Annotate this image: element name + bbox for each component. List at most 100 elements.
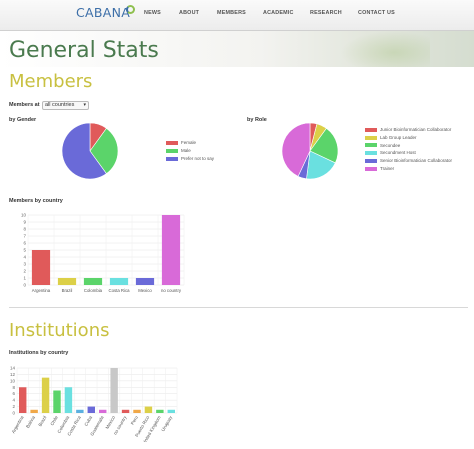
- x-tick-label: Argentina: [32, 288, 51, 293]
- gender-pie-chart: [61, 122, 119, 180]
- role-legend-item[interactable]: Secondee: [365, 143, 400, 148]
- institutions-country-bar[interactable]: [53, 390, 61, 414]
- x-tick-label: Brazil: [37, 415, 47, 427]
- institutions-country-bar[interactable]: [41, 377, 50, 413]
- role-legend-item[interactable]: Lab Group Leader: [365, 135, 417, 140]
- gender-chart-label: by Gender: [9, 117, 37, 123]
- section-divider: [9, 307, 468, 308]
- role-pie-chart: [281, 122, 339, 180]
- y-tick-label: 10: [21, 213, 27, 218]
- legend-label: Secondee: [380, 142, 401, 148]
- role-legend-item[interactable]: Senior Bioinformatician Collaborator: [365, 158, 452, 163]
- institutions-country-chart-label: Institutions by country: [9, 350, 69, 356]
- nav-research[interactable]: RESEARCH: [310, 10, 342, 16]
- legend-label: Junior Bioinformatician Collaborator: [380, 127, 452, 132]
- legend-swatch: [166, 140, 178, 145]
- institutions-country-bar[interactable]: [30, 409, 38, 413]
- nav-contact-us[interactable]: CONTACT US: [358, 10, 395, 16]
- nav-academic[interactable]: ACADEMIC: [263, 10, 294, 16]
- y-tick-label: 4: [23, 255, 26, 260]
- x-tick-label: Mexico: [138, 288, 152, 293]
- role-slice[interactable]: [281, 122, 311, 177]
- legend-label: Male: [181, 148, 191, 153]
- country-filter-value: all countries: [45, 102, 75, 108]
- legend-label: Trainer: [380, 166, 395, 171]
- y-tick-label: 2: [12, 404, 15, 409]
- y-tick-label: 8: [23, 227, 26, 232]
- legend-label: Lab Group Leader: [380, 134, 417, 140]
- gender-slice[interactable]: [89, 127, 119, 175]
- y-tick-label: 8: [12, 385, 15, 390]
- legend-swatch: [365, 166, 377, 171]
- institutions-country-bar[interactable]: [64, 387, 73, 413]
- y-tick-label: 6: [12, 391, 15, 396]
- members-country-bar[interactable]: [57, 278, 77, 285]
- x-tick-label: Brazil: [62, 288, 73, 293]
- members-country-bar[interactable]: [161, 215, 181, 285]
- legend-swatch: [166, 156, 178, 161]
- y-tick-label: 0: [12, 411, 15, 416]
- hero-leaf-decoration: [340, 31, 430, 67]
- x-tick-label: Uruguay: [160, 414, 173, 432]
- x-tick-label: Cuba: [83, 415, 93, 427]
- y-tick-label: 10: [10, 378, 16, 383]
- institutions-section-title: Institutions: [9, 320, 110, 341]
- gender-legend-item[interactable]: Female: [166, 140, 196, 145]
- legend-swatch: [365, 127, 377, 132]
- legend-swatch: [365, 143, 377, 148]
- y-tick-label: 12: [10, 372, 16, 377]
- legend-label: Female: [181, 140, 197, 145]
- y-tick-label: 3: [23, 262, 26, 267]
- x-tick-label: Argentina: [11, 415, 25, 435]
- legend-swatch: [365, 151, 377, 156]
- y-tick-label: 6: [23, 241, 26, 246]
- members-country-bar[interactable]: [31, 250, 51, 285]
- institutions-country-bar[interactable]: [167, 409, 175, 413]
- role-legend-item[interactable]: Junior Bioinformatician Collaborator: [365, 127, 451, 132]
- legend-label: Senior Bioinformatician Collaborator: [380, 158, 453, 164]
- country-filter-select[interactable]: all countries ▾: [42, 101, 89, 110]
- members-by-country-chart: 0 1 2 3 4 5 6 7 8 9 10 Argentina Brazil Colombia Costa…: [21, 213, 185, 293]
- x-tick-label: Mexico: [105, 415, 117, 430]
- institutions-country-bar[interactable]: [87, 406, 95, 413]
- institutions-country-bar[interactable]: [133, 409, 141, 413]
- gender-legend-item[interactable]: Prefer not to say: [166, 156, 214, 161]
- members-country-bar[interactable]: [109, 278, 129, 285]
- cabana-logo[interactable]: CABANA: [76, 5, 131, 20]
- y-tick-label: 14: [10, 366, 16, 371]
- y-tick-label: 7: [23, 234, 26, 239]
- institutions-country-bar[interactable]: [156, 409, 164, 413]
- institutions-country-bar[interactable]: [144, 406, 153, 413]
- members-country-bar[interactable]: [83, 278, 103, 285]
- nav-members[interactable]: MEMBERS: [217, 10, 246, 16]
- institutions-country-bar[interactable]: [99, 409, 107, 413]
- institutions-country-bar[interactable]: [76, 409, 84, 413]
- legend-swatch: [365, 159, 377, 163]
- institutions-country-bar[interactable]: [121, 409, 130, 413]
- y-tick-label: 0: [23, 283, 26, 288]
- institutions-country-bar[interactable]: [19, 387, 27, 413]
- top-navigation-bar: CABANA NEWS ABOUT MEMBERS ACADEMIC RESEA…: [0, 0, 474, 31]
- members-country-bar[interactable]: [135, 278, 155, 285]
- chevron-down-icon: ▾: [83, 102, 86, 108]
- x-tick-label: Peru: [130, 415, 139, 426]
- role-legend-item[interactable]: Trainer: [365, 166, 394, 171]
- members-country-chart-label: Members by country: [9, 198, 63, 204]
- x-tick-label: Colombia: [84, 288, 103, 293]
- legend-label: Secondment Host: [380, 150, 416, 156]
- nav-about[interactable]: ABOUT: [179, 10, 200, 16]
- nav-news[interactable]: NEWS: [144, 10, 161, 16]
- x-tick-label: no country: [161, 288, 182, 293]
- institutions-country-bar[interactable]: [110, 368, 118, 413]
- y-tick-label: 2: [23, 269, 26, 274]
- role-legend-item[interactable]: Secondment Host: [365, 150, 416, 155]
- x-tick-label: Costa Rica: [108, 288, 130, 293]
- gender-legend-item[interactable]: Male: [166, 148, 191, 153]
- x-tick-label: Bolivia: [25, 415, 36, 429]
- legend-label: Prefer not to say: [181, 156, 215, 161]
- y-tick-label: 9: [23, 220, 26, 225]
- gender-slice[interactable]: [61, 122, 107, 180]
- y-tick-label: 1: [23, 276, 26, 281]
- role-chart-label: by Role: [247, 117, 267, 123]
